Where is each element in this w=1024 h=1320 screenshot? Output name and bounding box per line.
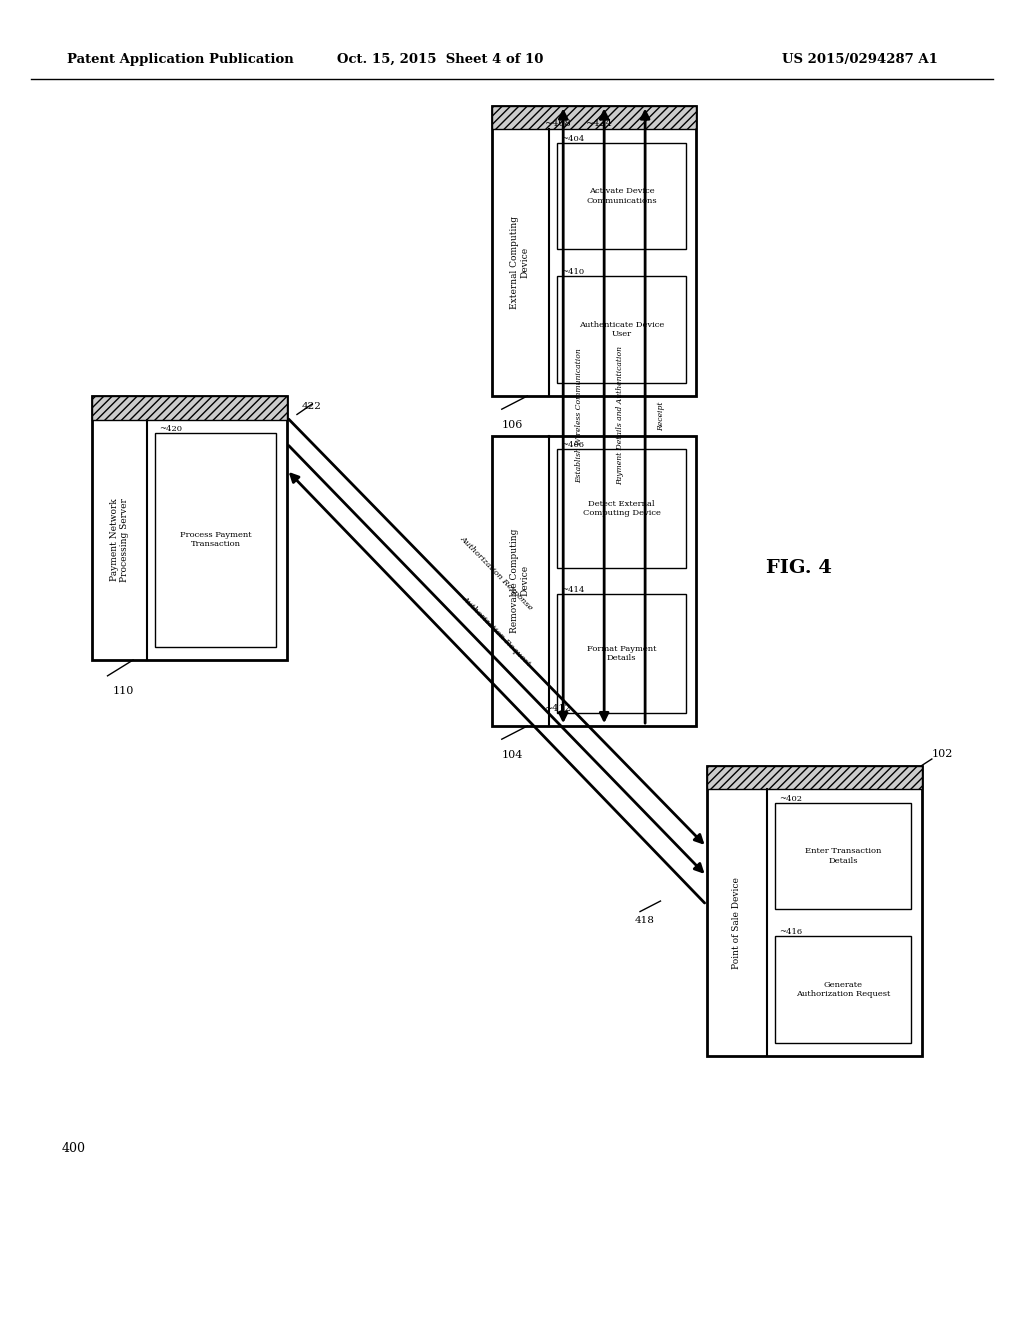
FancyBboxPatch shape bbox=[492, 436, 696, 726]
FancyBboxPatch shape bbox=[492, 106, 696, 396]
Text: Payment Network
Processing Server: Payment Network Processing Server bbox=[110, 498, 129, 582]
Text: ~414: ~414 bbox=[561, 586, 585, 594]
Text: FIG. 4: FIG. 4 bbox=[766, 558, 831, 577]
Text: Detect External
Computing Device: Detect External Computing Device bbox=[583, 499, 660, 517]
FancyBboxPatch shape bbox=[92, 396, 287, 660]
Text: Generate
Authorization Request: Generate Authorization Request bbox=[796, 981, 890, 998]
FancyBboxPatch shape bbox=[707, 766, 922, 1056]
Text: 422: 422 bbox=[302, 401, 322, 411]
Text: Activate Device
Communications: Activate Device Communications bbox=[587, 187, 656, 205]
Text: 418: 418 bbox=[635, 916, 654, 924]
FancyBboxPatch shape bbox=[492, 106, 696, 129]
Text: Authenticate Device
User: Authenticate Device User bbox=[579, 321, 665, 338]
Text: ~406: ~406 bbox=[561, 441, 584, 449]
Text: ~408: ~408 bbox=[545, 119, 571, 128]
FancyBboxPatch shape bbox=[557, 449, 686, 568]
Text: ~410: ~410 bbox=[561, 268, 585, 276]
Text: ~420: ~420 bbox=[159, 425, 182, 433]
FancyBboxPatch shape bbox=[707, 766, 922, 789]
FancyBboxPatch shape bbox=[775, 803, 911, 909]
Text: Authorization Request: Authorization Request bbox=[461, 594, 532, 668]
Text: Removable Computing
Device: Removable Computing Device bbox=[511, 528, 529, 634]
Text: Process Payment
Transaction: Process Payment Transaction bbox=[180, 531, 252, 549]
Text: Patent Application Publication: Patent Application Publication bbox=[67, 53, 293, 66]
FancyBboxPatch shape bbox=[155, 433, 276, 647]
Text: 400: 400 bbox=[61, 1142, 85, 1155]
FancyBboxPatch shape bbox=[775, 936, 911, 1043]
Text: 106: 106 bbox=[502, 420, 523, 430]
FancyBboxPatch shape bbox=[92, 396, 287, 420]
Text: 104: 104 bbox=[502, 750, 523, 760]
FancyBboxPatch shape bbox=[557, 594, 686, 713]
Text: 102: 102 bbox=[932, 748, 953, 759]
Text: Authorization Response: Authorization Response bbox=[459, 535, 535, 612]
Text: Payment Details and Authentication: Payment Details and Authentication bbox=[616, 346, 625, 486]
Text: ~402: ~402 bbox=[779, 795, 802, 803]
Text: ~412: ~412 bbox=[545, 704, 571, 713]
Text: ~416: ~416 bbox=[779, 928, 802, 936]
Text: US 2015/0294287 A1: US 2015/0294287 A1 bbox=[782, 53, 938, 66]
Text: Oct. 15, 2015  Sheet 4 of 10: Oct. 15, 2015 Sheet 4 of 10 bbox=[337, 53, 544, 66]
Text: Enter Transaction
Details: Enter Transaction Details bbox=[805, 847, 882, 865]
Text: ~404: ~404 bbox=[561, 135, 585, 143]
Text: ~424: ~424 bbox=[586, 119, 612, 128]
Text: Establish Wireless Communication: Establish Wireless Communication bbox=[575, 348, 584, 483]
Text: Format Payment
Details: Format Payment Details bbox=[587, 644, 656, 663]
FancyBboxPatch shape bbox=[557, 276, 686, 383]
Text: Receipt: Receipt bbox=[657, 401, 666, 430]
FancyBboxPatch shape bbox=[557, 143, 686, 249]
Text: Point of Sale Device: Point of Sale Device bbox=[732, 876, 741, 969]
Text: External Computing
Device: External Computing Device bbox=[511, 216, 529, 309]
Text: 110: 110 bbox=[113, 686, 134, 697]
